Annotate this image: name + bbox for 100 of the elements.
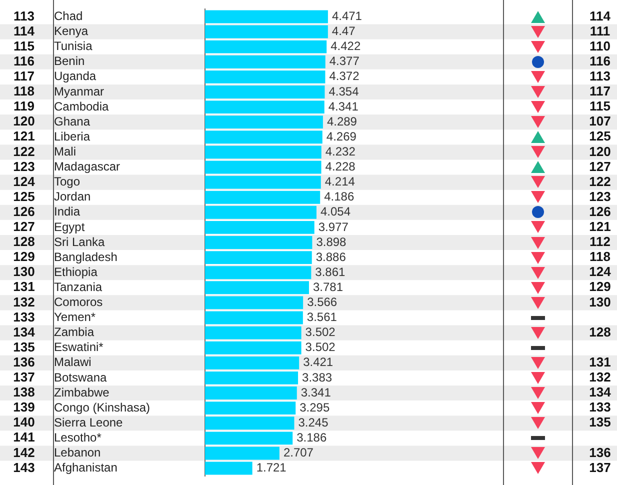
bar bbox=[205, 432, 293, 445]
bar bbox=[205, 311, 303, 324]
text: 122 bbox=[589, 174, 611, 189]
text: 142 bbox=[13, 444, 35, 460]
data-label: 1.721 bbox=[256, 460, 287, 475]
data-label: 3.502 bbox=[305, 325, 336, 340]
data-label: 4.232 bbox=[325, 144, 356, 159]
text: 121 bbox=[589, 219, 611, 234]
text: 129 bbox=[589, 279, 611, 294]
y-tick-label: Sierra Leone bbox=[54, 415, 124, 430]
y-tick-label: Mali bbox=[54, 144, 76, 159]
text: 136 bbox=[589, 444, 611, 460]
bar bbox=[205, 341, 302, 354]
text: 129 bbox=[13, 249, 35, 264]
data-label: 3.295 bbox=[300, 400, 330, 414]
text: 127 bbox=[589, 158, 611, 174]
text: 115 bbox=[590, 98, 610, 114]
bar bbox=[205, 371, 298, 384]
data-label: 3.886 bbox=[316, 250, 346, 264]
text: 114 bbox=[14, 23, 36, 38]
data-label: 3.977 bbox=[318, 220, 349, 234]
bar bbox=[205, 281, 309, 294]
text: 136 bbox=[13, 354, 35, 370]
data-label: 3.566 bbox=[307, 295, 338, 310]
text: 124 bbox=[589, 264, 612, 280]
data-label: 2.707 bbox=[283, 446, 314, 460]
y-tick-label: Chad bbox=[54, 9, 83, 24]
text: 135 bbox=[589, 414, 611, 430]
y-tick-label: Bangladesh bbox=[54, 250, 118, 264]
y-tick-label: Sri Lanka bbox=[54, 234, 106, 249]
y-tick-label: Yemen* bbox=[54, 310, 96, 324]
text: 130 bbox=[13, 264, 35, 280]
bar bbox=[205, 220, 314, 234]
text: 110 bbox=[590, 38, 610, 54]
text: 112 bbox=[590, 234, 610, 250]
bar bbox=[205, 25, 328, 38]
data-label: 3.245 bbox=[298, 415, 329, 430]
text: 134 bbox=[589, 384, 612, 400]
text: 132 bbox=[589, 370, 611, 385]
text: 116 bbox=[14, 53, 34, 68]
text: 124 bbox=[13, 174, 36, 189]
bar bbox=[205, 462, 252, 475]
text: 131 bbox=[589, 354, 611, 370]
bar bbox=[205, 130, 322, 144]
y-tick-label: Tunisia bbox=[54, 39, 93, 54]
text: 141 bbox=[13, 430, 35, 445]
text: 123 bbox=[589, 188, 611, 204]
bar bbox=[205, 160, 322, 174]
data-label: 3.898 bbox=[316, 234, 347, 249]
data-label: 3.383 bbox=[302, 370, 332, 384]
bar bbox=[205, 10, 328, 24]
y-tick-label: Liberia bbox=[54, 129, 90, 144]
y-tick-label: Egypt bbox=[54, 220, 86, 234]
text: 123 bbox=[13, 158, 35, 174]
y-tick-label: Zambia bbox=[54, 325, 94, 340]
bar bbox=[205, 176, 321, 189]
text: 125 bbox=[589, 128, 611, 144]
text: 116 bbox=[590, 53, 610, 68]
text: 117 bbox=[590, 84, 610, 99]
bar bbox=[205, 190, 320, 204]
text: 139 bbox=[13, 400, 35, 415]
bar bbox=[205, 326, 302, 340]
bar bbox=[205, 446, 280, 460]
text: 107 bbox=[589, 114, 611, 129]
text: 128 bbox=[589, 324, 611, 340]
data-label: 3.861 bbox=[315, 264, 346, 279]
text: 122 bbox=[13, 144, 35, 159]
bar bbox=[205, 251, 312, 264]
y-tick-label: Jordan bbox=[54, 190, 91, 204]
text: 126 bbox=[13, 204, 35, 219]
y-tick-label: Afghanistan bbox=[54, 460, 118, 475]
bar bbox=[205, 296, 304, 310]
bar bbox=[205, 266, 312, 280]
data-label: 3.341 bbox=[300, 385, 332, 400]
y-tick-label: Botswana bbox=[54, 370, 108, 384]
text: 117 bbox=[14, 68, 34, 84]
y-tick-label: Comoros bbox=[54, 295, 103, 310]
bar bbox=[205, 100, 324, 114]
text: 128 bbox=[13, 234, 35, 250]
y-tick-label: Madagascar bbox=[54, 160, 120, 174]
data-label: 4.422 bbox=[330, 39, 361, 54]
y-tick-label: Togo bbox=[54, 174, 80, 189]
text: 126 bbox=[589, 204, 611, 219]
data-label: 3.502 bbox=[305, 340, 336, 354]
data-label: 4.341 bbox=[328, 99, 359, 114]
text: 119 bbox=[14, 98, 34, 114]
y-tick-label: Uganda bbox=[54, 69, 96, 84]
text: 130 bbox=[589, 294, 611, 310]
y-tick-label: Congo (Kinshasa) bbox=[54, 400, 150, 414]
text: 121 bbox=[13, 128, 35, 144]
data-label: 4.228 bbox=[325, 160, 356, 174]
text: 137 bbox=[589, 460, 611, 475]
bar bbox=[205, 116, 323, 129]
text: 132 bbox=[13, 294, 35, 310]
data-label: 4.214 bbox=[324, 174, 356, 189]
text: 118 bbox=[590, 249, 610, 264]
data-label: 4.354 bbox=[328, 84, 360, 98]
text: 120 bbox=[589, 144, 611, 159]
text: 134 bbox=[13, 324, 36, 340]
data-label: 4.186 bbox=[324, 190, 354, 204]
